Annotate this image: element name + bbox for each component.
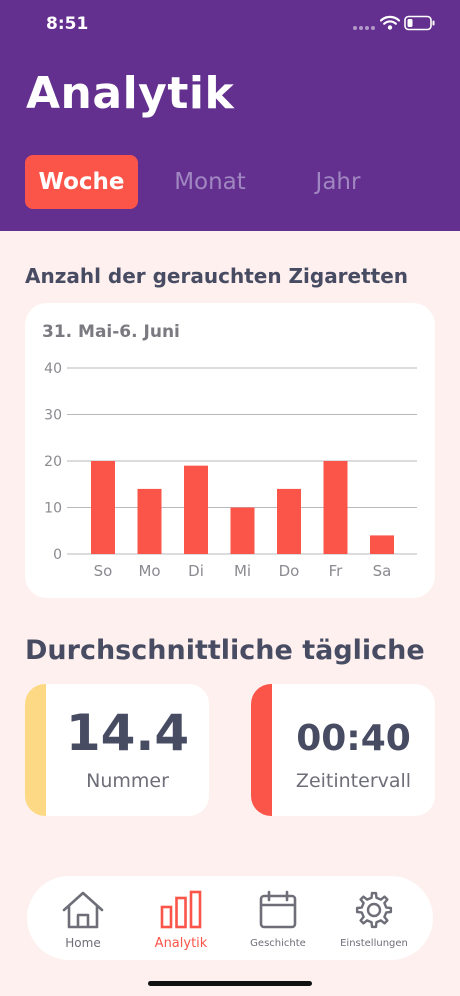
header: 8:51 Analytik Woche Monat Jahr [0,0,460,231]
tab-woche[interactable]: Woche [25,155,138,209]
y-tick-label: 30 [44,408,62,424]
x-tick-label: So [94,562,113,580]
x-tick-label: Do [279,562,300,580]
chart-card: 31. Mai-6. Juni 0 10 20 30 40 So Mo Di Mi Do Fr Sa [25,303,435,598]
tab-jahr[interactable]: Jahr [315,169,361,195]
nav-item-einstellungen[interactable]: Einstellungen [331,876,417,960]
chart-date-range: 31. Mai-6. Juni [42,322,180,342]
nav-label-geschichte: Geschichte [250,938,306,949]
stat-value: 00:40 [296,718,411,759]
tab-monat[interactable]: Monat [174,169,246,195]
bar-sa [370,535,394,554]
bar-mi [230,507,255,554]
stat-value: 14.4 [65,704,190,762]
status-bar: 8:51 [0,0,460,50]
nav-label-home: Home [65,936,101,950]
home-indicator [148,981,312,986]
stat-accent-bar [25,684,46,816]
x-tick-label: Fr [329,562,344,580]
x-tick-label: Mi [234,562,251,580]
x-tick-label: Di [188,562,204,580]
nav-label-analytik: Analytik [154,936,208,951]
nav-label-einstellungen: Einstellungen [340,938,408,949]
x-tick-label: Mo [138,562,160,580]
battery-icon [404,15,435,31]
calendar-icon [259,890,297,929]
bar-fr [323,461,348,554]
average-section-title: Durchschnittliche tägliche [25,635,425,666]
nav-item-home[interactable]: Home [43,876,123,960]
bar-mo [137,488,162,554]
nav-item-analytik[interactable]: Analytik [141,876,221,960]
nav-item-geschichte[interactable]: Geschichte [235,876,321,960]
stat-label: Zeitintervall [295,770,412,792]
chart-section-title: Anzahl der gerauchten Zigaretten [25,264,409,288]
signal-dots-icon [353,26,377,30]
y-tick-label: 0 [53,547,62,563]
stat-label: Nummer [86,770,169,792]
home-icon [62,891,104,929]
stat-accent-bar [251,684,272,816]
status-time: 8:51 [46,14,89,34]
bar-do [277,488,301,554]
y-tick-label: 20 [44,454,62,470]
stat-card-nummer: 14.4 Nummer [25,684,209,816]
bar-di [184,465,208,554]
y-tick-label: 10 [44,501,62,517]
page-title: Analytik [26,68,235,119]
x-tick-label: Sa [373,562,392,580]
bar-chart-icon [160,890,202,929]
bottom-nav: Home Analytik Geschichte Einstellungen [27,876,433,960]
wifi-icon [380,15,400,30]
bar-so [91,461,115,554]
gear-icon [355,891,393,929]
bar-chart: 0 10 20 30 40 So Mo Di Mi Do Fr Sa [44,361,417,580]
y-tick-label: 40 [44,361,62,377]
stat-card-zeitintervall: 00:40 Zeitintervall [251,684,435,816]
